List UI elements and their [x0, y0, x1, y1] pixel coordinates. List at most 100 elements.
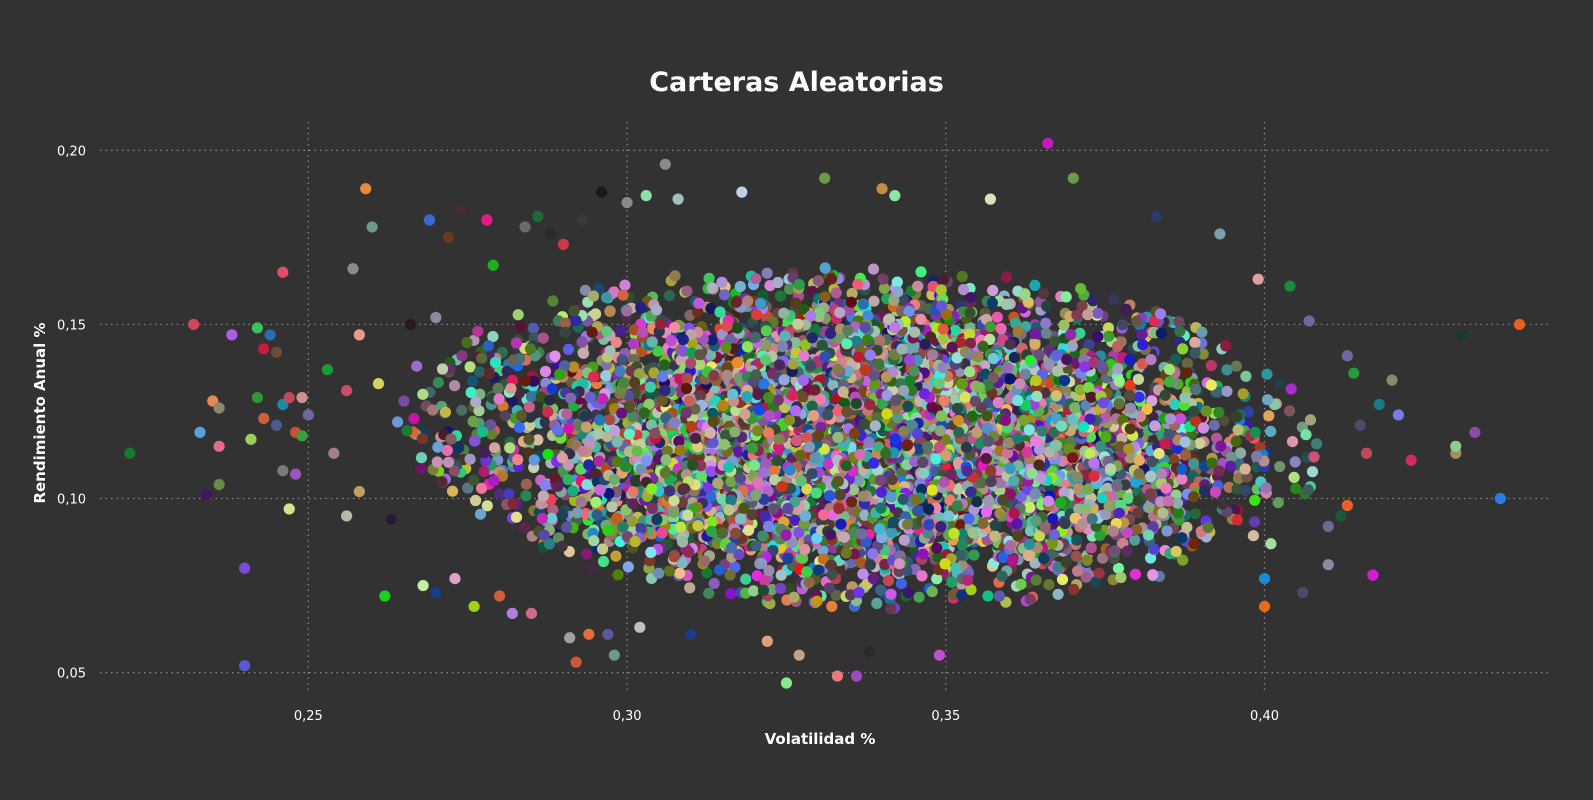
scatter-point: [1056, 573, 1069, 586]
scatter-point: [514, 321, 527, 333]
scatter-point: [417, 579, 429, 592]
scatter-point: [1181, 367, 1193, 379]
scatter-point: [432, 377, 444, 389]
scatter-point: [597, 555, 610, 568]
scatter-point: [761, 635, 773, 647]
scatter-point: [898, 294, 910, 307]
scatter-point: [1189, 383, 1202, 395]
scatter-point: [635, 523, 647, 535]
scatter-point: [1304, 414, 1317, 426]
scatter-point: [885, 603, 897, 615]
scatter-point: [1513, 318, 1526, 331]
scatter-point: [877, 273, 889, 285]
scatter-point: [1302, 484, 1314, 496]
scatter-point: [1161, 525, 1173, 537]
scatter-point: [763, 565, 775, 577]
scatter-point: [546, 512, 558, 524]
scatter-point: [1494, 492, 1506, 505]
scatter-point: [608, 649, 620, 661]
scatter-point: [468, 600, 480, 613]
scatter-point: [703, 587, 715, 599]
scatter-point: [360, 183, 372, 195]
scatter-point: [1024, 501, 1036, 514]
scatter-point: [1240, 370, 1252, 382]
scatter-point: [1289, 456, 1301, 468]
scatter-point: [1101, 482, 1114, 494]
scatter-point: [462, 482, 474, 494]
scatter-point: [889, 190, 901, 202]
scatter-point: [559, 317, 572, 329]
scatter-point: [489, 442, 501, 454]
scatter-point: [277, 266, 289, 278]
scatter-point: [933, 649, 946, 661]
scatter-point: [188, 318, 200, 331]
scatter-point: [570, 656, 582, 668]
scatter-point: [597, 543, 609, 555]
scatter-point: [519, 221, 531, 233]
scatter-point: [693, 297, 705, 309]
scatter-point: [896, 467, 908, 479]
scatter-point: [1297, 586, 1309, 599]
scatter-point: [948, 589, 960, 601]
scatter-point: [404, 318, 416, 331]
scatter-point: [194, 426, 206, 438]
scatter-point: [341, 384, 353, 397]
scatter-point: [527, 322, 540, 334]
scatter-point: [321, 364, 334, 376]
scatter-point: [714, 564, 726, 576]
scatter-point: [1205, 379, 1217, 391]
scatter-point: [1076, 300, 1088, 312]
scatter-point: [606, 501, 618, 513]
scatter-point: [1146, 395, 1158, 407]
scatter-point: [512, 454, 524, 466]
scatter-point: [1284, 405, 1296, 417]
scatter-point: [258, 412, 270, 425]
scatter-point: [1029, 338, 1041, 350]
scatter-point: [1214, 228, 1226, 240]
scatter-point: [705, 491, 717, 503]
scatter-point: [1174, 325, 1186, 337]
scatter-point: [427, 404, 439, 416]
scatter-point: [886, 527, 898, 539]
scatter-point: [1335, 510, 1347, 522]
scatter-point: [703, 272, 715, 284]
scatter-point: [857, 568, 869, 580]
scatter-point: [1176, 532, 1188, 544]
scatter-point: [1360, 447, 1373, 459]
scatter-point: [539, 416, 551, 428]
scatter-point: [473, 405, 485, 417]
scatter-point: [867, 263, 880, 275]
scatter-point: [449, 380, 461, 392]
scatter-point: [537, 332, 549, 344]
scatter-point: [1263, 410, 1275, 422]
scatter-point: [1176, 473, 1188, 485]
scatter-point: [1090, 576, 1102, 588]
scatter-point: [430, 311, 442, 324]
scatter-point: [1124, 379, 1136, 391]
scatter-point: [1247, 530, 1259, 542]
scatter-point: [1265, 425, 1277, 437]
scatter-point: [1221, 385, 1233, 397]
chart-title: Carteras Aleatorias: [649, 67, 944, 98]
scatter-point: [532, 434, 544, 446]
scatter-point: [470, 494, 482, 507]
scatter-point: [1113, 507, 1125, 519]
scatter-point: [850, 670, 863, 682]
scatter-point: [1231, 514, 1243, 526]
scatter-point: [1208, 419, 1220, 431]
scatter-point: [610, 550, 622, 562]
scatter-point: [585, 563, 597, 575]
scatter-point: [1150, 210, 1162, 223]
scatter-point: [885, 588, 897, 600]
scatter-point: [264, 329, 276, 341]
scatter-point: [486, 428, 498, 440]
scatter-point: [353, 485, 365, 498]
scatter-point: [467, 415, 479, 427]
scatter-point: [1303, 315, 1315, 327]
scatter-point: [595, 186, 608, 198]
scatter-point: [1288, 471, 1300, 483]
scatter-point: [1367, 569, 1379, 581]
scatter-point: [734, 281, 746, 293]
scatter-point: [1121, 545, 1133, 557]
scatter-point: [1060, 291, 1072, 303]
